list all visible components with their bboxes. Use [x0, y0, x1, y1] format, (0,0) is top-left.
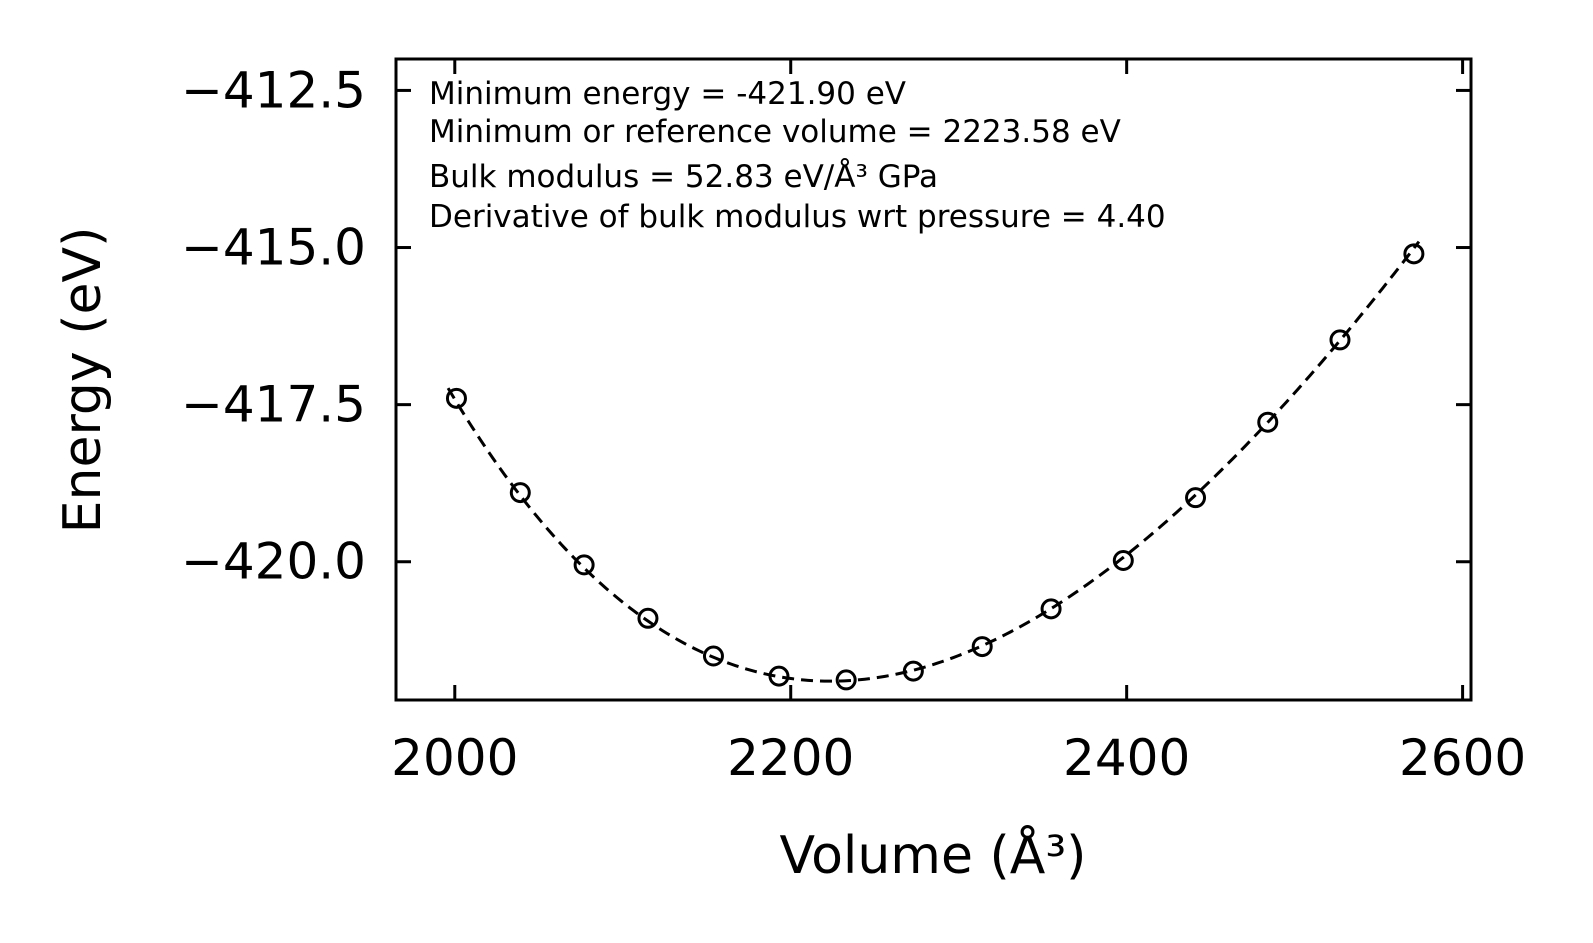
y-tick-labels: −412.5 −415.0 −417.5 −420.0	[181, 61, 366, 590]
data-point	[1040, 598, 1062, 620]
data-point	[902, 660, 924, 682]
data-point	[1403, 243, 1425, 265]
annotation-minimum-energy: Minimum energy = -421.90 eV	[429, 76, 906, 112]
data-point	[1257, 411, 1279, 433]
x-tick-label: 2600	[1399, 729, 1526, 787]
y-tick-label: −417.5	[181, 376, 366, 434]
data-point	[573, 554, 595, 576]
data-point	[637, 607, 659, 629]
data-point	[1112, 549, 1134, 571]
fit-curve-layer	[446, 240, 1421, 683]
y-axis-label: Energy (eV)	[53, 227, 113, 534]
data-point	[768, 665, 790, 687]
annotation-bulk-modulus-derivative: Derivative of bulk modulus wrt pressure …	[429, 199, 1166, 235]
data-point	[445, 387, 467, 409]
data-point	[509, 482, 531, 504]
x-tick-labels: 2000 2200 2400 2600	[391, 729, 1526, 787]
x-axis-label: Volume (Å³)	[780, 824, 1087, 886]
data-point	[702, 645, 724, 667]
data-point	[1185, 487, 1207, 509]
annotation-reference-volume: Minimum or reference volume = 2223.58 eV	[429, 114, 1121, 150]
plot-frame	[394, 57, 1473, 702]
x-tick-label: 2400	[1063, 729, 1190, 787]
annotation-bulk-modulus: Bulk modulus = 52.83 eV/Å³ GPa	[429, 159, 938, 195]
data-point	[1329, 329, 1351, 351]
y-tick-label: −415.0	[181, 219, 366, 277]
data-point	[835, 669, 857, 691]
y-tick-label: −412.5	[181, 61, 366, 119]
x-tick-label: 2200	[727, 729, 854, 787]
x-tick-label: 2000	[391, 729, 518, 787]
y-tick-label: −420.0	[181, 533, 366, 591]
data-points	[445, 243, 1425, 691]
eos-fit-curve	[446, 240, 1421, 683]
data-point	[971, 636, 993, 658]
axis-ticks	[396, 59, 1471, 700]
